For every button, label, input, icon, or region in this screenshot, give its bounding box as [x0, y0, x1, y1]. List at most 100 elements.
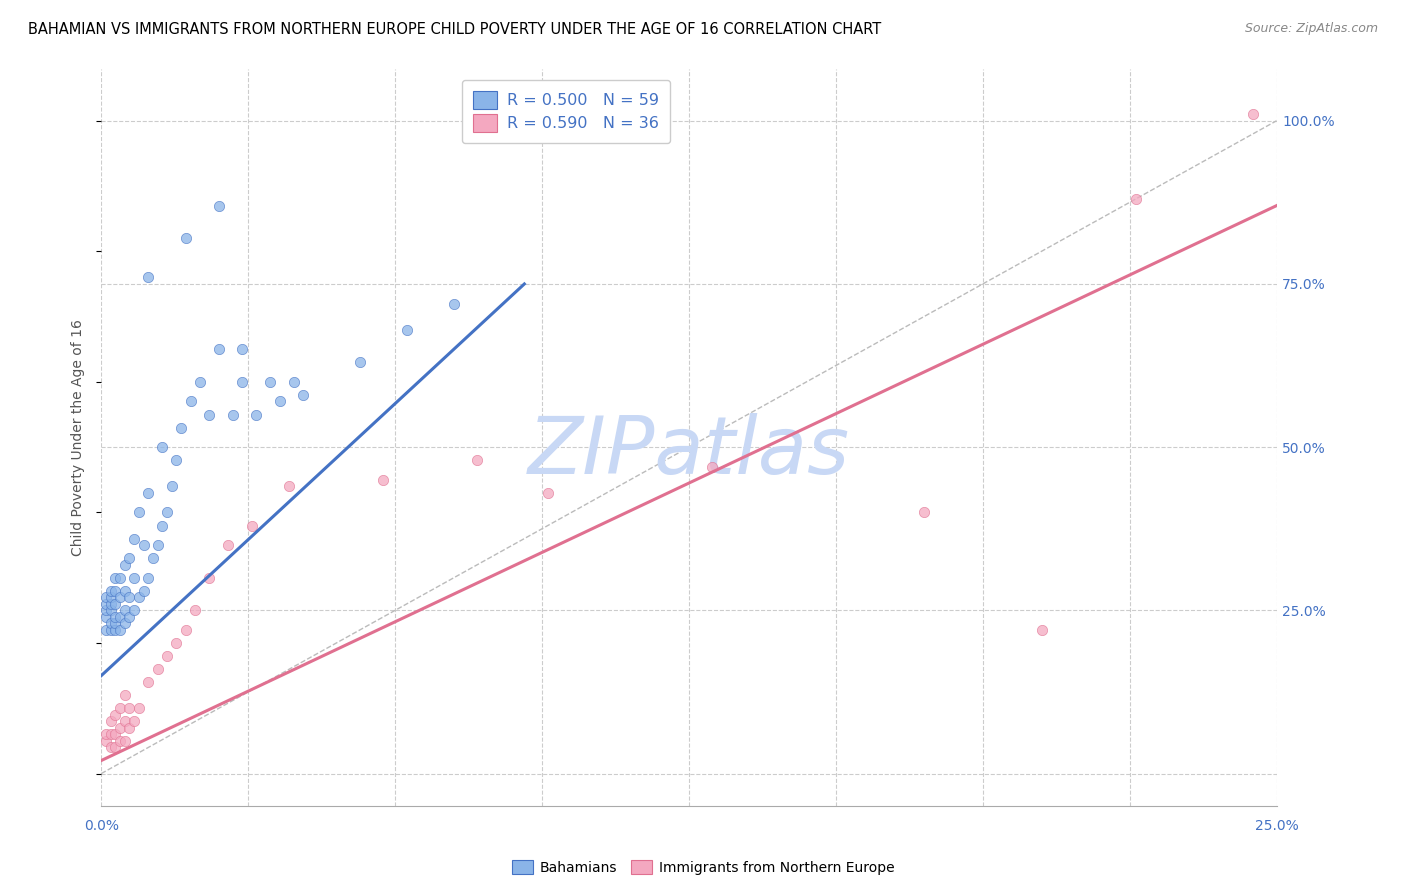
Point — [208, 343, 231, 357]
Point — [349, 355, 371, 369]
Point — [142, 551, 165, 566]
Point — [443, 296, 465, 310]
Point — [1031, 623, 1053, 637]
Point — [122, 714, 145, 729]
Point — [283, 375, 305, 389]
Point — [198, 571, 221, 585]
Point — [208, 199, 231, 213]
Point — [94, 591, 117, 605]
Text: 25.0%: 25.0% — [1254, 819, 1299, 833]
Legend: R = 0.500   N = 59, R = 0.590   N = 36: R = 0.500 N = 59, R = 0.590 N = 36 — [461, 80, 669, 143]
Point — [259, 375, 281, 389]
Point — [136, 270, 159, 285]
Point — [118, 610, 141, 624]
Point — [128, 701, 150, 715]
Point — [114, 616, 136, 631]
Point — [114, 603, 136, 617]
Point — [94, 734, 117, 748]
Point — [156, 649, 179, 664]
Point — [104, 616, 127, 631]
Point — [100, 591, 122, 605]
Point — [100, 583, 122, 598]
Point — [180, 394, 202, 409]
Point — [118, 551, 141, 566]
Point — [165, 636, 187, 650]
Point — [912, 506, 935, 520]
Point — [100, 714, 122, 729]
Point — [160, 479, 183, 493]
Point — [100, 727, 122, 741]
Point — [1241, 107, 1264, 121]
Point — [136, 675, 159, 690]
Point — [150, 518, 173, 533]
Text: BAHAMIAN VS IMMIGRANTS FROM NORTHERN EUROPE CHILD POVERTY UNDER THE AGE OF 16 CO: BAHAMIAN VS IMMIGRANTS FROM NORTHERN EUR… — [28, 22, 882, 37]
Point — [118, 721, 141, 735]
Point — [146, 538, 169, 552]
Point — [150, 440, 173, 454]
Point — [156, 506, 179, 520]
Point — [245, 408, 267, 422]
Point — [240, 518, 263, 533]
Point — [188, 375, 211, 389]
Point — [278, 479, 301, 493]
Point — [104, 707, 127, 722]
Point — [104, 727, 127, 741]
Point — [108, 701, 131, 715]
Point — [269, 394, 291, 409]
Point — [100, 603, 122, 617]
Point — [100, 616, 122, 631]
Point — [165, 453, 187, 467]
Point — [108, 734, 131, 748]
Point — [122, 532, 145, 546]
Point — [114, 688, 136, 702]
Text: 0.0%: 0.0% — [84, 819, 118, 833]
Point — [114, 734, 136, 748]
Point — [174, 231, 197, 245]
Point — [292, 388, 315, 402]
Point — [465, 453, 488, 467]
Point — [100, 740, 122, 755]
Point — [94, 623, 117, 637]
Point — [373, 473, 395, 487]
Text: ZIPatlas: ZIPatlas — [527, 413, 851, 491]
Point — [128, 591, 150, 605]
Point — [217, 538, 239, 552]
Point — [136, 486, 159, 500]
Point — [94, 610, 117, 624]
Point — [537, 486, 560, 500]
Point — [108, 591, 131, 605]
Point — [108, 721, 131, 735]
Point — [108, 623, 131, 637]
Point — [118, 701, 141, 715]
Point — [104, 623, 127, 637]
Point — [122, 603, 145, 617]
Point — [104, 610, 127, 624]
Point — [395, 323, 418, 337]
Point — [174, 623, 197, 637]
Point — [108, 571, 131, 585]
Point — [222, 408, 245, 422]
Point — [114, 714, 136, 729]
Point — [114, 558, 136, 572]
Point — [146, 662, 169, 676]
Point — [184, 603, 207, 617]
Point — [94, 727, 117, 741]
Point — [132, 538, 155, 552]
Point — [198, 408, 221, 422]
Point — [104, 571, 127, 585]
Point — [702, 459, 724, 474]
Point — [104, 583, 127, 598]
Point — [118, 591, 141, 605]
Point — [100, 597, 122, 611]
Point — [136, 571, 159, 585]
Y-axis label: Child Poverty Under the Age of 16: Child Poverty Under the Age of 16 — [72, 319, 86, 556]
Point — [132, 583, 155, 598]
Point — [170, 420, 193, 434]
Point — [108, 610, 131, 624]
Legend: Bahamians, Immigrants from Northern Europe: Bahamians, Immigrants from Northern Euro… — [506, 855, 900, 880]
Point — [104, 597, 127, 611]
Text: Source: ZipAtlas.com: Source: ZipAtlas.com — [1244, 22, 1378, 36]
Point — [114, 583, 136, 598]
Point — [1125, 192, 1147, 206]
Point — [94, 597, 117, 611]
